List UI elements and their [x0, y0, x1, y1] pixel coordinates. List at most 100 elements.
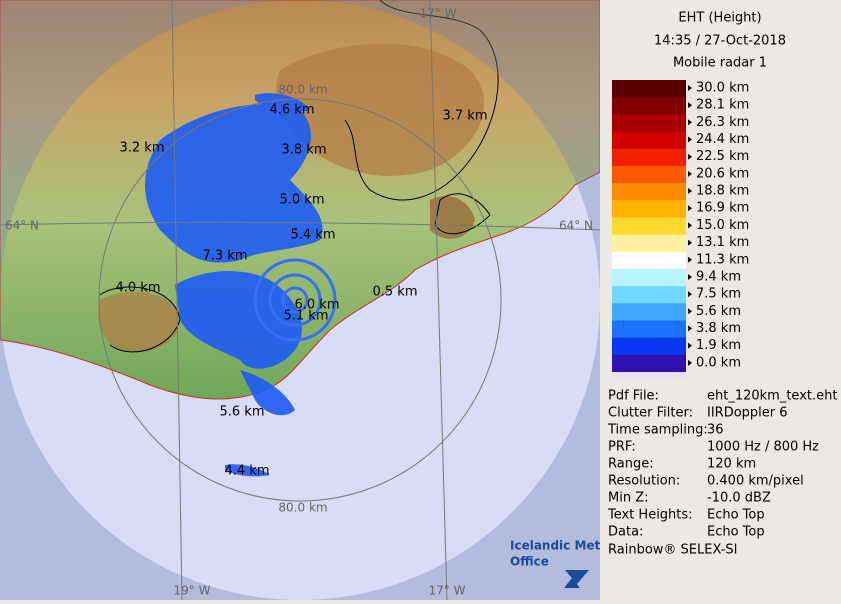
grid — [0, 0, 600, 600]
legend-tick — [688, 136, 692, 143]
legend-swatch — [612, 183, 686, 201]
legend-label: 22.5 km — [696, 149, 749, 164]
height-label: 4.4 km — [225, 464, 270, 479]
info-value: Echo Top — [707, 525, 765, 540]
legend-swatch — [612, 200, 686, 218]
info-value: 120 km — [707, 457, 756, 472]
legend-tick — [688, 342, 692, 349]
legend-label: 28.1 km — [696, 98, 749, 113]
legend-tick — [688, 85, 692, 91]
legend-swatch — [612, 148, 686, 167]
height-label: 5.1 km — [284, 309, 329, 324]
height-label: 5.0 km — [280, 193, 325, 208]
legend-label: 13.1 km — [696, 235, 749, 250]
legend-label: 11.3 km — [696, 252, 749, 267]
legend-label: 26.3 km — [696, 115, 749, 130]
legend-label: 20.6 km — [696, 166, 749, 181]
grid-label: 19° W — [174, 584, 211, 598]
grid-label: 17° W — [429, 584, 466, 598]
legend-swatch — [612, 131, 686, 150]
echoes — [145, 93, 323, 477]
legend-tick — [688, 273, 692, 280]
legend-tick — [688, 308, 692, 315]
legend-label: 7.5 km — [696, 287, 741, 302]
legend-swatch — [612, 372, 686, 378]
legend-swatch — [612, 354, 686, 373]
legend-label: 0.0 km — [696, 355, 741, 370]
info-key: Clutter Filter: — [608, 406, 693, 421]
legend-label: 18.8 km — [696, 184, 749, 199]
legend-tick — [688, 239, 692, 246]
height-label: 6.0 km — [295, 298, 340, 313]
legend-swatch — [612, 337, 686, 356]
legend-label: 24.4 km — [696, 132, 749, 147]
height-label: 3.8 km — [282, 143, 327, 158]
legend-swatch — [612, 97, 686, 115]
legend-label: 15.0 km — [696, 218, 749, 233]
legend-tick — [688, 359, 692, 366]
range-label: 80.0 km — [278, 83, 327, 97]
legend-tick — [688, 170, 692, 177]
echo-rings — [253, 258, 337, 342]
height-label: 4.6 km — [270, 103, 315, 118]
grid-label: 64° N — [5, 219, 39, 233]
info-key: Range: — [608, 457, 654, 472]
height-label: 0.5 km — [373, 285, 418, 300]
glacier-outline — [99, 193, 491, 353]
info-value: eht_120km_text.eht — [707, 389, 837, 404]
height-label: 5.4 km — [291, 228, 336, 243]
info-value: 36 — [707, 423, 724, 438]
logo-mark — [564, 570, 589, 588]
legend-tick — [688, 119, 692, 126]
height-label: 4.0 km — [116, 281, 161, 296]
legend-swatch — [612, 234, 686, 253]
info-value: 1000 Hz / 800 Hz — [707, 440, 819, 455]
legend-tick — [688, 153, 692, 160]
range-ring — [98, 98, 502, 502]
legend-label: 5.6 km — [696, 304, 741, 319]
info-value: 0.400 km/pixel — [707, 474, 804, 489]
info-value: -10.0 dBZ — [707, 491, 771, 506]
info-panel: EHT (Height) 14:35 / 27-Oct-2018 Mobile … — [607, 11, 837, 558]
legend-swatch — [612, 165, 686, 184]
info-key: PRF: — [608, 440, 636, 455]
title: EHT (Height) — [678, 11, 761, 26]
info-value: IIRDoppler 6 — [707, 406, 788, 421]
legend-swatch — [612, 80, 686, 98]
legend-tick — [688, 325, 692, 332]
legend-label: 9.4 km — [696, 269, 741, 284]
info-key: Min Z: — [608, 491, 649, 506]
time: 14:35 / 27-Oct-2018 — [654, 34, 786, 49]
legend-swatch — [612, 303, 686, 321]
height-label: 7.3 km — [203, 249, 248, 264]
height-label: 3.7 km — [443, 109, 488, 124]
legend-label: 16.9 km — [696, 201, 749, 216]
legend-swatch — [612, 251, 686, 270]
info-value: Echo Top — [707, 508, 765, 523]
legend-swatch — [612, 114, 686, 133]
legend-swatch — [612, 286, 686, 304]
legend-tick — [688, 205, 692, 212]
legend-tick — [688, 102, 692, 109]
grid-label: 17° W — [420, 7, 457, 21]
legend-tick — [688, 222, 692, 229]
logo-text: Office — [510, 555, 549, 569]
glacier-outline — [344, 0, 499, 201]
map: 17° W 64° N 64° N 19° W 17° W 80.0 km 80.0 km 4… — [0, 0, 600, 600]
legend-tick — [688, 291, 692, 298]
range-label: 80.0 km — [278, 501, 327, 515]
footer: Rainbow® SELEX-SI — [608, 543, 738, 558]
radar-name: Mobile radar 1 — [673, 56, 767, 71]
height-label: 5.6 km — [220, 405, 265, 420]
grid-label: 64° N — [559, 219, 593, 233]
info-key: Pdf File: — [608, 389, 659, 404]
legend-label: 1.9 km — [696, 338, 741, 353]
info-key: Text Heights: — [607, 508, 693, 523]
height-label: 3.2 km — [120, 141, 165, 156]
legend-swatch — [612, 268, 686, 287]
out-of-range — [0, 0, 600, 600]
legend-swatch — [612, 217, 686, 236]
legend-swatch — [612, 320, 686, 339]
info-key: Data: — [608, 525, 643, 540]
